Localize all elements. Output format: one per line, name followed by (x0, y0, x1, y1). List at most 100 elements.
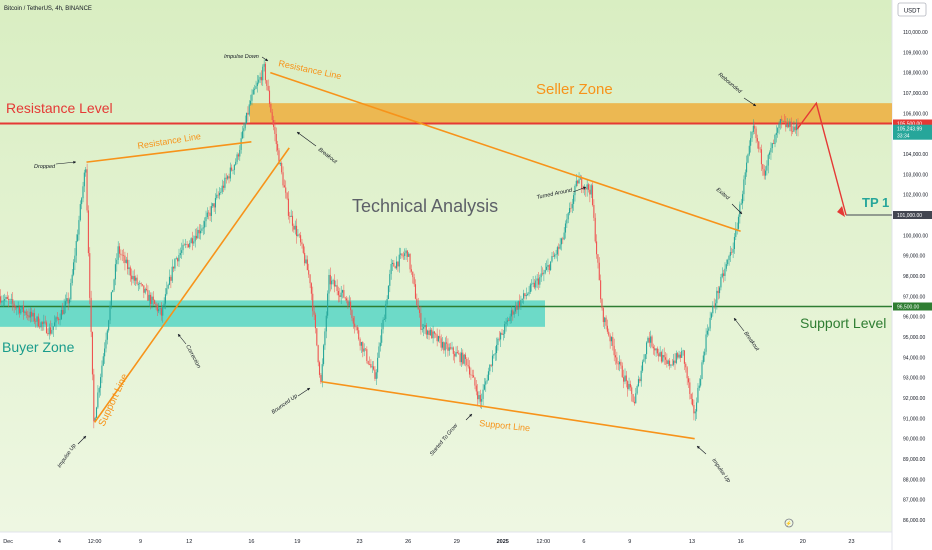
candle (281, 161, 283, 175)
candle (217, 191, 219, 199)
candle (105, 332, 107, 353)
candle (248, 100, 250, 117)
zoom-icon[interactable]: ⚡ (784, 518, 794, 528)
candle (351, 309, 353, 322)
candle (164, 288, 166, 310)
candle (2, 294, 4, 307)
pointer-arrow (733, 317, 745, 332)
candle (377, 352, 379, 379)
candle (385, 300, 387, 322)
candle (701, 360, 703, 380)
candle (785, 116, 787, 132)
plot-background (0, 0, 892, 532)
candle (54, 315, 56, 327)
candle (118, 243, 121, 258)
candle (191, 231, 194, 251)
candle (770, 142, 772, 160)
candle (243, 122, 245, 139)
candle (318, 360, 321, 378)
candle (764, 166, 767, 180)
candle (5, 295, 7, 303)
candle (602, 306, 604, 327)
candle (655, 347, 657, 357)
price-label-tag: 96,500.00 (893, 302, 932, 311)
candle (213, 203, 215, 212)
price-axis[interactable]: 110,000.00 109,000.00 108,000.00 107,000.00… (893, 30, 932, 524)
zones-layer (0, 103, 892, 327)
candle (64, 294, 66, 314)
candle (179, 247, 181, 259)
candle (13, 301, 15, 314)
time-tick-label: 19 (294, 539, 300, 545)
support-line-left (93, 147, 290, 423)
candle (663, 347, 665, 365)
candle (594, 213, 596, 244)
candle (79, 200, 81, 222)
candle (691, 392, 694, 407)
candle (532, 276, 534, 288)
symbol-title: Bitcoin / TetherUS, 4h, BINANCE (4, 6, 92, 12)
candle (596, 234, 598, 259)
pointer-arrow (465, 413, 473, 421)
candle (750, 131, 752, 153)
candle (437, 335, 439, 343)
candle (687, 375, 690, 389)
candle (783, 114, 785, 122)
candle (791, 125, 794, 135)
candle (673, 353, 675, 367)
candle (58, 316, 60, 325)
candle (371, 361, 373, 373)
candle (109, 301, 111, 325)
candle (347, 297, 349, 309)
candle (147, 285, 149, 301)
candle (283, 179, 285, 188)
price-label-text: 96,500.00 (897, 305, 919, 311)
candle (59, 313, 61, 326)
candle (775, 125, 777, 143)
candle (714, 299, 717, 314)
candle (587, 182, 590, 193)
price-tick-label: 92,000.00 (903, 396, 925, 402)
candle (450, 342, 452, 350)
candle (183, 243, 185, 246)
candle (477, 384, 479, 407)
price-tick-label: 107,000.00 (903, 91, 928, 97)
time-tick-label: 12:00 (88, 539, 102, 545)
candle (145, 283, 148, 292)
candle (324, 328, 326, 350)
candle (340, 285, 342, 305)
candle (608, 328, 610, 337)
candle (743, 175, 745, 202)
candle (285, 180, 287, 199)
candle (170, 274, 172, 289)
candle (374, 366, 376, 382)
price-tick-label: 106,000.00 (903, 111, 928, 117)
time-axis[interactable]: Dec 4 12:00 9 12 16 19 23 26 29 2025 12:00 6 9 13 16 20 2… (3, 539, 854, 545)
candle (460, 347, 462, 368)
candle (0, 289, 2, 305)
candle (317, 344, 319, 367)
candle (758, 140, 760, 153)
candle (543, 269, 545, 282)
candle (121, 249, 123, 262)
candle (494, 346, 496, 361)
candle (60, 306, 62, 320)
currency-badge[interactable]: USDT (897, 2, 927, 17)
candle (140, 282, 142, 287)
candle (244, 115, 246, 131)
currency-badge-label: USDT (904, 9, 921, 15)
candle (763, 164, 765, 180)
candle (251, 89, 253, 106)
candle (97, 385, 99, 409)
time-tick-label: 16 (738, 539, 744, 545)
candle (323, 343, 325, 367)
candle (546, 260, 548, 271)
candle (756, 134, 758, 149)
candle (539, 274, 541, 288)
candle (467, 357, 469, 369)
candle (498, 331, 500, 342)
candle (486, 374, 488, 384)
candle (793, 120, 795, 133)
